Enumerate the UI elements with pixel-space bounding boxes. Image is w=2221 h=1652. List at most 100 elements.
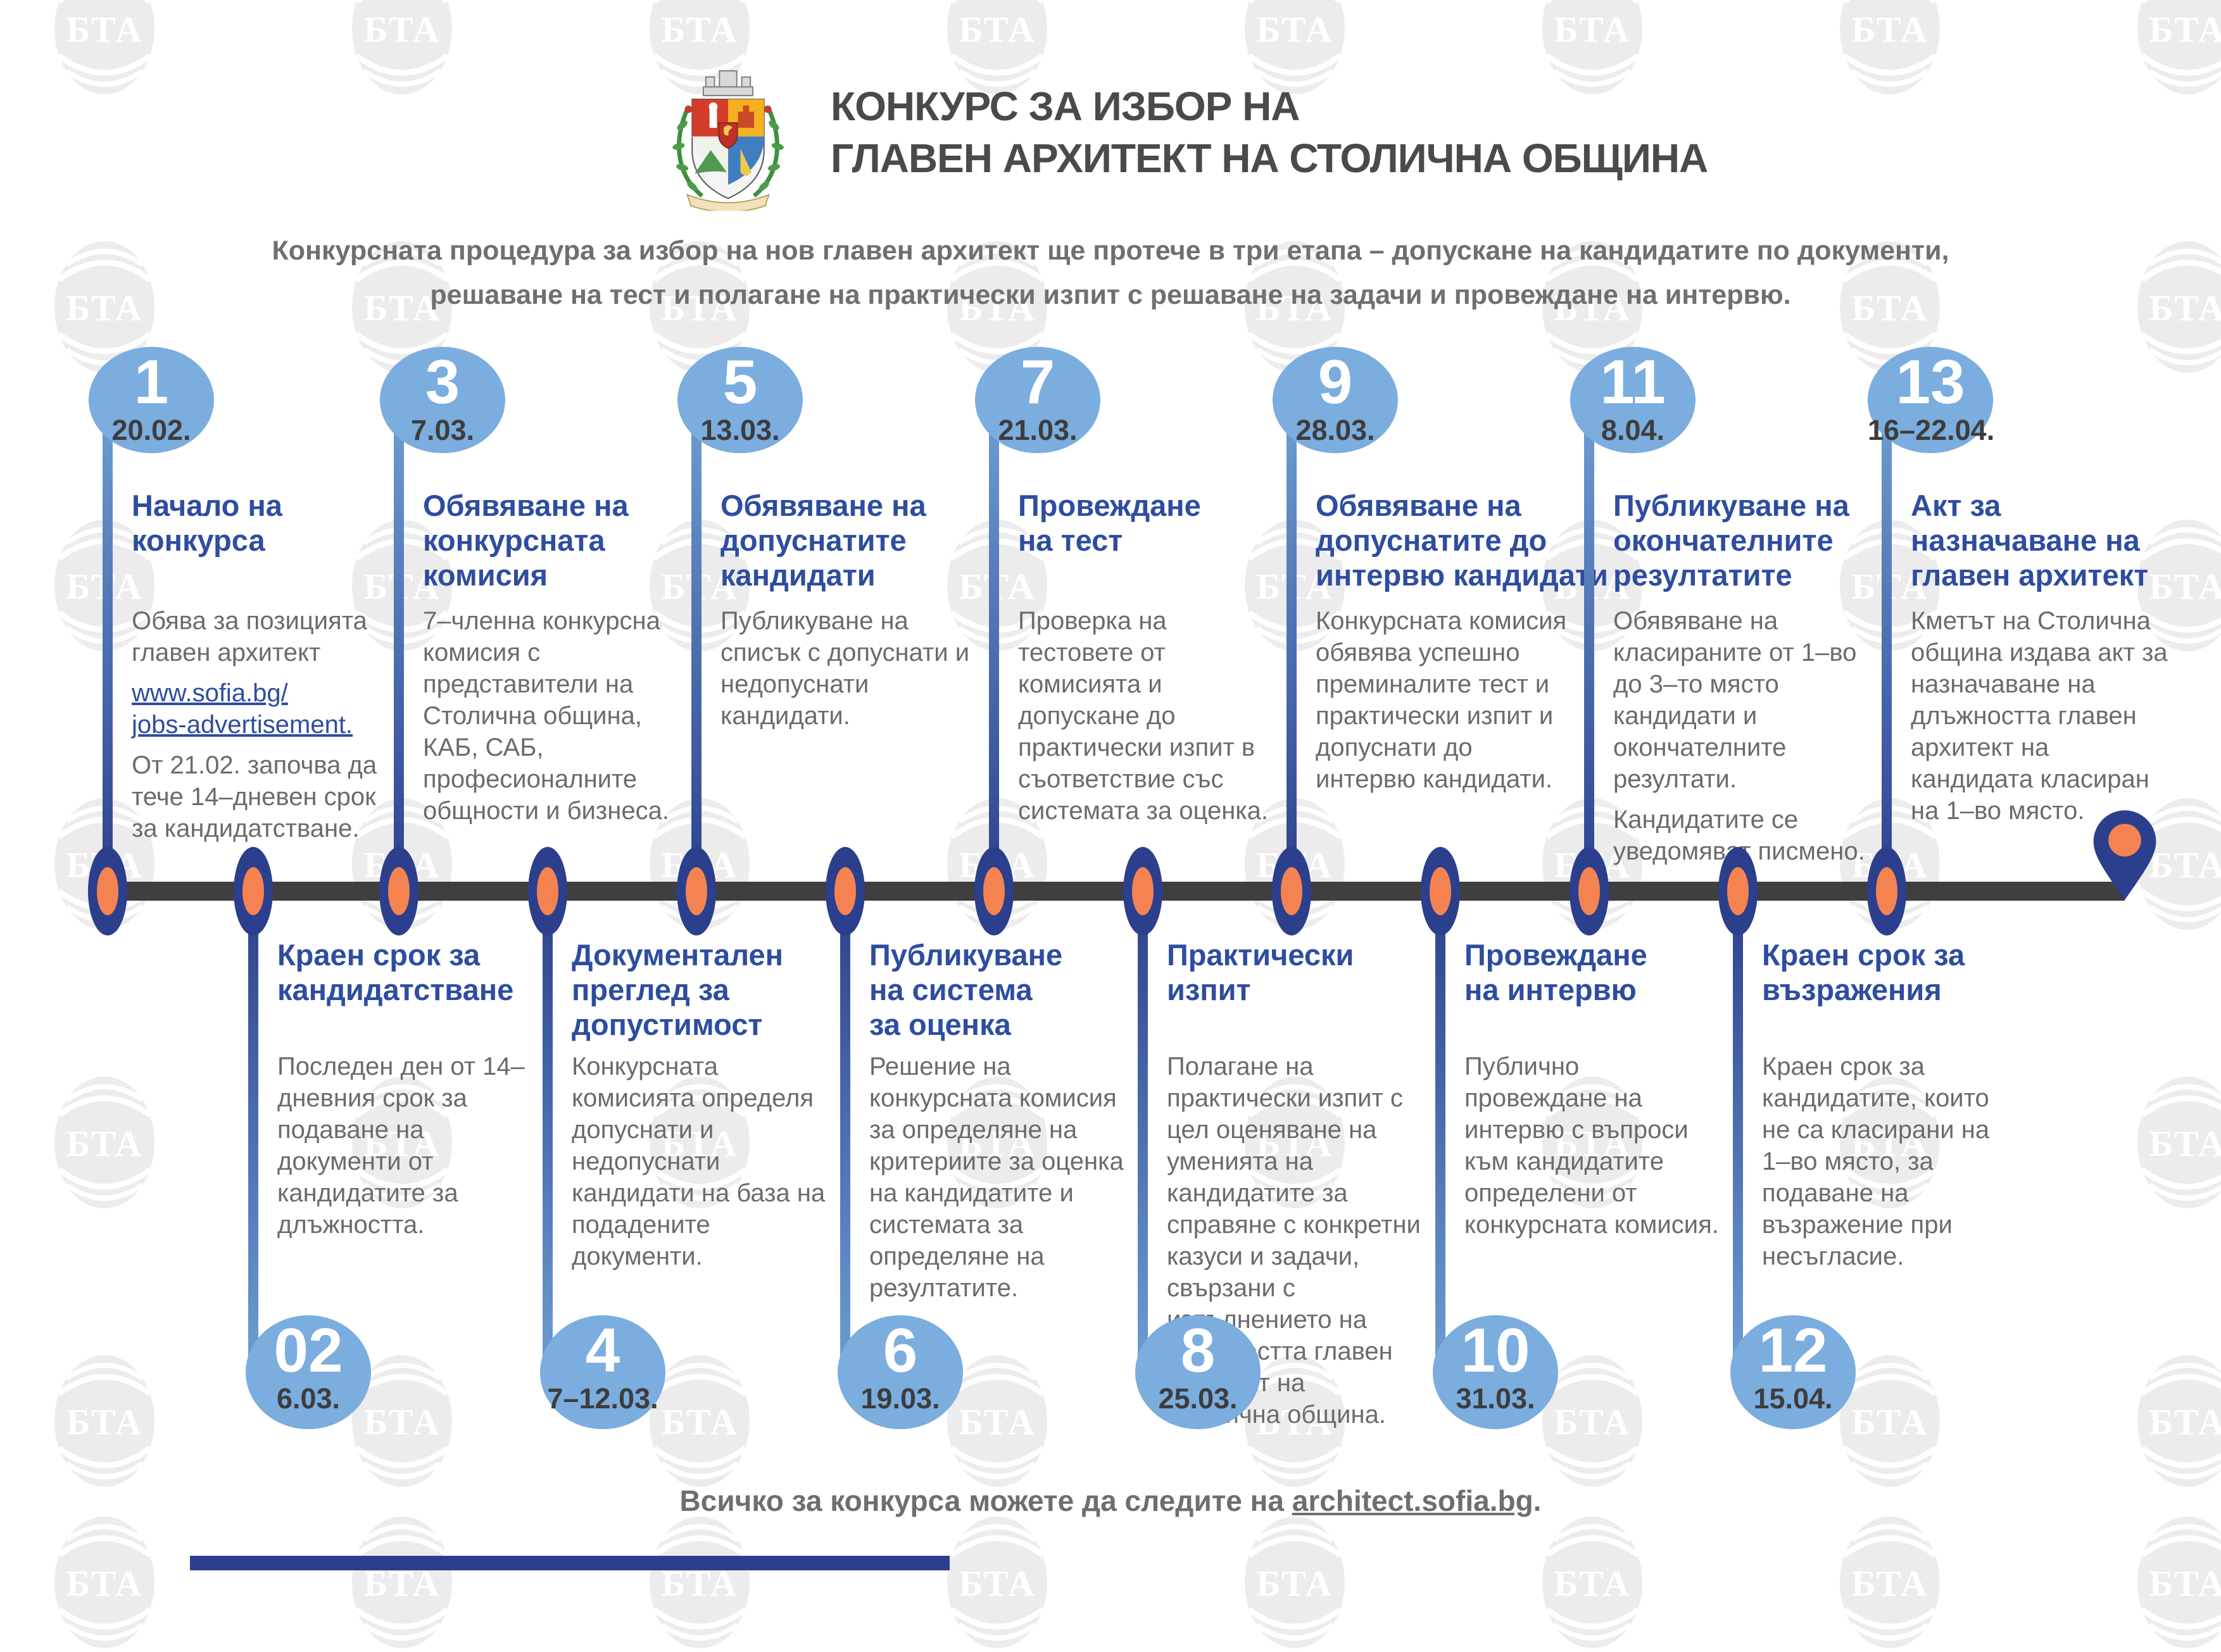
footer-text: Всичко за конкурса можете да следите на <box>679 1484 1292 1517</box>
page-title: КОНКУРС ЗА ИЗБОР НА ГЛАВЕН АРХИТЕКТ НА С… <box>831 81 1708 185</box>
step-number: 9 <box>1318 347 1353 416</box>
svg-text:БТА: БТА <box>363 1401 440 1442</box>
step-date: 13.03. <box>700 414 780 446</box>
step-title: Провеждане на тест <box>1018 489 1201 557</box>
intro-line1: Конкурсната процедура за избор на нов гл… <box>272 235 1949 266</box>
bta-watermark: БТА <box>1244 1355 1345 1487</box>
footer-link[interactable]: architect.sofia.bg <box>1292 1484 1533 1517</box>
sofia-coat-of-arms <box>655 68 801 213</box>
svg-text:БТА: БТА <box>661 1401 738 1442</box>
step-date: 6.03. <box>276 1382 341 1415</box>
timeline-dot-center <box>1281 867 1302 915</box>
bta-watermark: БТА <box>1542 241 1643 373</box>
step-circle: 11 8.04. <box>1570 347 1696 453</box>
bta-watermark: БТА <box>351 241 453 373</box>
svg-text:БТА: БТА <box>1851 287 1928 329</box>
bta-watermark: БТА <box>1839 1516 1941 1649</box>
step-body: Конкурсната комисия обявява успешно прем… <box>1316 605 1574 804</box>
timeline-dot-center <box>983 867 1005 915</box>
step-date: 19.03. <box>860 1382 940 1415</box>
step-body: Проверка на тестовете от комисията и доп… <box>1018 605 1276 835</box>
step-title: Обявяване на допуснатите до интервю канд… <box>1316 489 1608 592</box>
step-body: Публично провеждане на интервю с въпроси… <box>1464 1051 1723 1249</box>
bta-watermark: БТА <box>947 1516 1048 1649</box>
step-paragraph: Последен ден от 14–дневния срок за подав… <box>277 1053 525 1239</box>
bta-watermark: БТА <box>1244 241 1345 373</box>
step-number: 6 <box>883 1315 918 1385</box>
bta-watermark: БТА <box>54 1355 155 1487</box>
bottom-cropped-bar <box>190 1556 950 1570</box>
bta-watermark: БТА <box>649 1516 750 1649</box>
timeline-bar <box>99 882 2125 901</box>
bta-watermark: БТА <box>54 0 155 95</box>
step-paragraph: Краен срок за кандидатите, които не са к… <box>1762 1053 1990 1270</box>
bta-watermark: БТА <box>1839 0 1941 95</box>
step-circle: 3 7.03. <box>380 347 505 453</box>
svg-text:БТА: БТА <box>959 1401 1035 1442</box>
svg-text:БТА: БТА <box>959 1563 1035 1604</box>
step-date: 8.04. <box>1601 414 1665 446</box>
step-paragraph: 7–членна конкурсна комисия с представите… <box>423 607 669 825</box>
bta-watermark: БТА <box>351 0 453 95</box>
step-title: Обявяване на допуснатите кандидати <box>720 489 926 592</box>
bta-watermark: БТА <box>351 1516 453 1649</box>
bta-watermark: БТА <box>649 1076 750 1209</box>
step-circle: 02 6.03. <box>246 1315 371 1429</box>
bta-watermark: БТА <box>2137 241 2221 373</box>
timeline-dot-center <box>1578 867 1600 915</box>
footer-note: Всичко за конкурса можете да следите на … <box>0 1484 2221 1518</box>
timeline-dot <box>1867 847 1906 936</box>
step-number: 10 <box>1461 1315 1530 1385</box>
timeline-dot-center <box>97 867 118 915</box>
timeline-dot-center <box>1430 867 1451 915</box>
bta-watermark: БТА <box>1839 1076 1941 1209</box>
step-number: 7 <box>1020 347 1055 416</box>
step-circle: 13 16–22.04. <box>1868 347 1994 453</box>
item-link[interactable]: www.sofia.bg/ jobs-advertisement. <box>132 679 353 739</box>
timeline-dot <box>974 847 1014 936</box>
step-date: 31.03. <box>1456 1382 1535 1415</box>
timeline-dot-center <box>388 867 410 915</box>
svg-text:БТА: БТА <box>959 287 1035 329</box>
step-number: 4 <box>585 1315 620 1385</box>
connector-stem <box>1435 889 1445 1380</box>
step-title: Публикуване на окончателните резултатите <box>1613 489 1849 592</box>
step-paragraph: Обявяване на класираните от 1–во до 3–то… <box>1613 607 1857 793</box>
connector-stem <box>103 399 113 894</box>
timeline-dot <box>379 847 418 936</box>
timeline-dot <box>88 847 127 936</box>
svg-text:БТА: БТА <box>2149 566 2221 607</box>
step-paragraph: Кметът на Столична община издава акт за … <box>1911 607 2168 825</box>
connector-stem <box>1584 399 1594 894</box>
step-circle: 9 28.03. <box>1273 347 1398 453</box>
svg-text:БТА: БТА <box>66 287 142 329</box>
step-number: 11 <box>1600 347 1666 416</box>
timeline-dot <box>1570 847 1609 936</box>
step-body: Публикуване на списък с допуснати и недо… <box>720 605 979 741</box>
step-paragraph: Конкурсната комисията определя допуснати… <box>572 1053 826 1270</box>
step-title: Акт за назначаване на главен архитект <box>1911 489 2149 592</box>
step-circle: 6 19.03. <box>838 1315 963 1429</box>
bta-watermark: БТА <box>1839 1355 1941 1487</box>
svg-text:БТА: БТА <box>2149 9 2221 50</box>
timeline-dot-center <box>1727 867 1749 915</box>
step-number: 12 <box>1758 1315 1828 1385</box>
connector-stem <box>1138 889 1148 1380</box>
timeline-dot <box>234 847 273 936</box>
step-body: 7–членна конкурсна комисия с представите… <box>423 605 681 835</box>
intro-line2: решаване на тест и полагане на практичес… <box>430 279 1791 310</box>
svg-text:БТА: БТА <box>1256 1563 1333 1604</box>
step-title: Краен срок за възражения <box>1762 938 1965 1006</box>
bta-watermark: БТА <box>54 1076 155 1209</box>
connector-stem <box>1882 399 1892 894</box>
svg-text:БТА: БТА <box>1851 1563 1928 1604</box>
step-number: 3 <box>425 347 460 416</box>
bta-watermark: БТА <box>54 1516 155 1649</box>
step-paragraph: Публично провеждане на интервю с въпроси… <box>1464 1053 1719 1239</box>
svg-text:БТА: БТА <box>1554 287 1630 329</box>
step-number: 8 <box>1180 1315 1216 1385</box>
connector-stem <box>989 399 999 894</box>
bta-watermark: БТА <box>54 241 155 373</box>
bta-watermark: БТА <box>2137 519 2221 652</box>
bta-watermark: БТА <box>947 1076 1048 1209</box>
